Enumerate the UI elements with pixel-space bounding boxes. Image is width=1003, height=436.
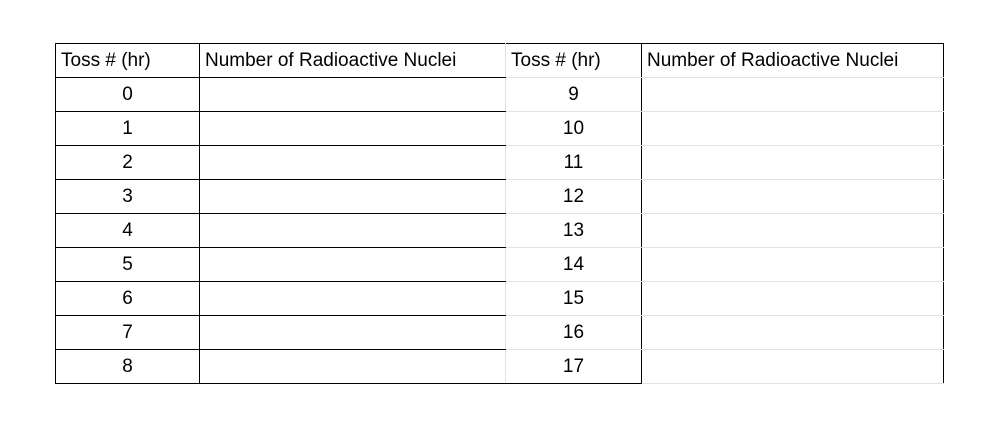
nuclei-right-cell[interactable] [641,315,944,350]
table-row: 5 14 [55,247,944,282]
table-row: 1 10 [55,111,944,146]
nuclei-right-cell[interactable] [641,179,944,214]
header-toss-left: Toss # (hr) [55,43,200,78]
nuclei-left-cell[interactable] [199,111,506,146]
toss-left-cell: 6 [55,281,200,316]
toss-left-cell: 1 [55,111,200,146]
table-row: 4 13 [55,213,944,248]
table-row: 2 11 [55,145,944,180]
toss-left-cell: 7 [55,315,200,350]
toss-right-cell: 16 [505,315,642,350]
toss-left-cell: 4 [55,213,200,248]
table-row: 3 12 [55,179,944,214]
nuclei-left-cell[interactable] [199,77,506,112]
nuclei-right-cell[interactable] [641,213,944,248]
table-row: 8 17 [55,349,944,384]
table-row: 7 16 [55,315,944,350]
nuclei-right-cell[interactable] [641,77,944,112]
nuclei-right-cell[interactable] [641,281,944,316]
toss-left-cell: 5 [55,247,200,282]
nuclei-right-cell[interactable] [641,145,944,180]
nuclei-left-cell[interactable] [199,315,506,350]
toss-left-cell: 8 [55,349,200,384]
header-nuclei-left: Number of Radioactive Nuclei [199,43,506,78]
nuclei-right-cell[interactable] [641,247,944,282]
toss-right-cell: 10 [505,111,642,146]
toss-left-cell: 2 [55,145,200,180]
nuclei-left-cell[interactable] [199,145,506,180]
nuclei-left-cell[interactable] [199,247,506,282]
toss-right-cell: 11 [505,145,642,180]
nuclei-left-cell[interactable] [199,349,506,384]
toss-left-cell: 3 [55,179,200,214]
header-nuclei-right: Number of Radioactive Nuclei [641,43,944,78]
table-header-row: Toss # (hr) Number of Radioactive Nuclei… [55,43,944,78]
nuclei-right-cell[interactable] [641,111,944,146]
nuclei-right-cell[interactable] [641,349,944,384]
nuclei-left-cell[interactable] [199,213,506,248]
toss-right-cell: 17 [505,349,642,384]
toss-right-cell: 15 [505,281,642,316]
nuclei-left-cell[interactable] [199,281,506,316]
header-toss-right: Toss # (hr) [505,43,642,78]
toss-right-cell: 14 [505,247,642,282]
nuclei-left-cell[interactable] [199,179,506,214]
toss-right-cell: 9 [505,77,642,112]
data-table: Toss # (hr) Number of Radioactive Nuclei… [55,43,944,384]
table-row: 6 15 [55,281,944,316]
toss-right-cell: 12 [505,179,642,214]
toss-left-cell: 0 [55,77,200,112]
toss-right-cell: 13 [505,213,642,248]
